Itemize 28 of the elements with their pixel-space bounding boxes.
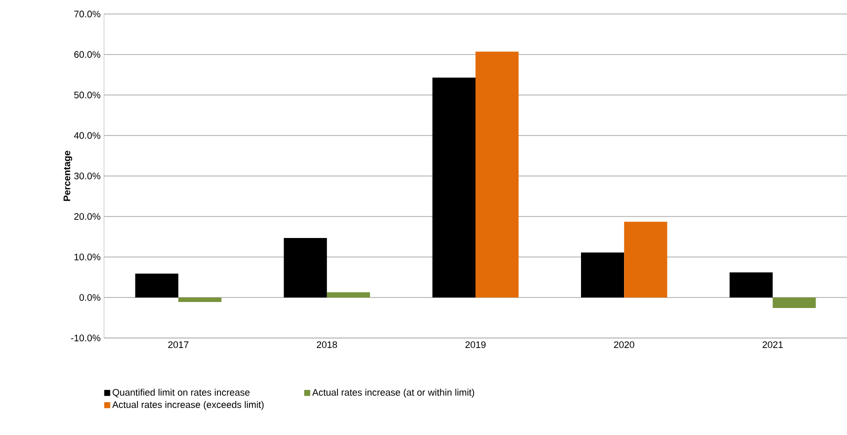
y-tick-label: 70.0%: [74, 10, 100, 18]
bar: [432, 78, 476, 298]
bar: [624, 222, 668, 298]
bar: [135, 274, 178, 298]
legend-label: Quantified limit on rates increase: [112, 388, 250, 398]
x-tick-label: 2021: [762, 341, 783, 348]
bar: [178, 297, 222, 302]
y-tick-label: 20.0%: [74, 213, 100, 220]
y-tick-label: 0.0%: [79, 294, 100, 301]
x-tick-label: 2018: [316, 341, 338, 348]
bar: [730, 272, 773, 298]
y-tick-label: 30.0%: [74, 172, 100, 180]
bar: [326, 292, 370, 298]
x-tick-label: 2019: [465, 341, 486, 348]
y-tick-label: 40.0%: [74, 132, 100, 139]
legend-label: Actual rates increase (exceeds limit): [112, 401, 264, 410]
x-tick-label: 2020: [614, 341, 634, 348]
y-tick-label: 50.0%: [74, 92, 100, 98]
y-tick-label: -10.0%: [71, 334, 100, 342]
bar: [284, 238, 327, 298]
bar: [476, 52, 519, 298]
x-tick-label: 2017: [168, 341, 188, 348]
y-tick-label: 10.0%: [74, 254, 100, 260]
bar: [581, 252, 624, 298]
y-axis-title: Percentage: [64, 150, 72, 201]
bar: [772, 297, 816, 308]
legend-label: Actual rates increase (at or within limit): [312, 388, 474, 398]
y-tick-label: 60.0%: [74, 51, 100, 58]
